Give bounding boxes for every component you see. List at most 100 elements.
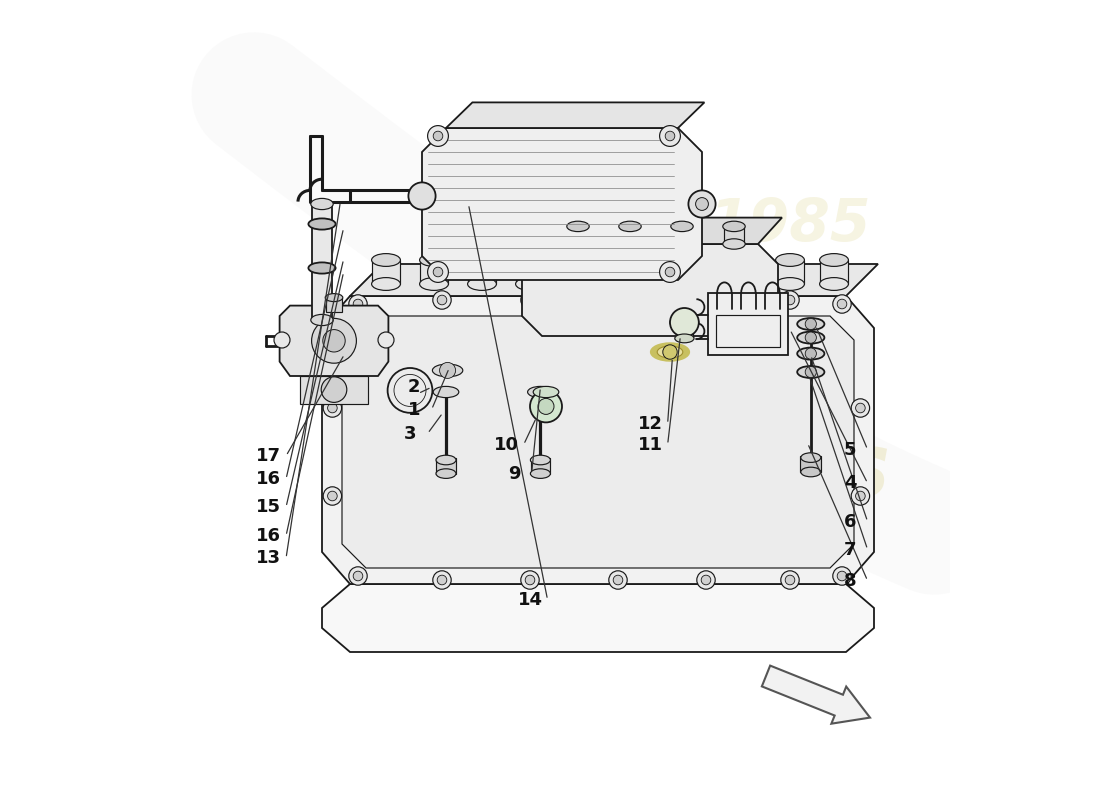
Circle shape bbox=[353, 299, 363, 309]
Ellipse shape bbox=[436, 455, 456, 465]
Circle shape bbox=[433, 131, 443, 141]
Ellipse shape bbox=[619, 221, 641, 232]
Ellipse shape bbox=[670, 316, 698, 329]
Circle shape bbox=[408, 182, 436, 210]
Circle shape bbox=[701, 575, 711, 585]
Circle shape bbox=[323, 399, 342, 418]
Text: 3: 3 bbox=[404, 425, 416, 442]
Ellipse shape bbox=[671, 238, 693, 250]
Text: 6: 6 bbox=[844, 513, 856, 530]
Bar bbox=[801, 456, 822, 472]
Text: 12: 12 bbox=[638, 415, 662, 433]
Circle shape bbox=[311, 318, 356, 363]
Circle shape bbox=[378, 332, 394, 348]
Bar bbox=[311, 204, 332, 320]
Bar bbox=[675, 318, 693, 338]
Ellipse shape bbox=[798, 331, 824, 344]
Ellipse shape bbox=[798, 318, 824, 330]
Ellipse shape bbox=[468, 278, 496, 290]
Circle shape bbox=[785, 295, 795, 305]
Ellipse shape bbox=[671, 221, 693, 232]
Bar bbox=[724, 226, 745, 244]
Ellipse shape bbox=[624, 254, 652, 266]
Ellipse shape bbox=[727, 278, 757, 290]
Circle shape bbox=[696, 571, 715, 589]
Bar bbox=[419, 260, 449, 284]
Circle shape bbox=[805, 332, 816, 343]
Circle shape bbox=[274, 332, 290, 348]
Ellipse shape bbox=[820, 278, 848, 290]
Polygon shape bbox=[279, 306, 388, 376]
Text: 15: 15 bbox=[256, 498, 280, 516]
Text: 1: 1 bbox=[408, 401, 420, 418]
Bar bbox=[568, 226, 588, 244]
Circle shape bbox=[781, 571, 800, 589]
Circle shape bbox=[663, 345, 678, 359]
Ellipse shape bbox=[723, 221, 745, 232]
Bar bbox=[568, 260, 596, 284]
Ellipse shape bbox=[801, 467, 821, 477]
Circle shape bbox=[837, 571, 847, 581]
Ellipse shape bbox=[436, 469, 456, 478]
Ellipse shape bbox=[311, 198, 333, 210]
Bar bbox=[619, 226, 640, 244]
Bar bbox=[672, 226, 692, 244]
Text: eu: eu bbox=[549, 314, 703, 422]
Bar bbox=[727, 260, 757, 284]
Circle shape bbox=[432, 571, 451, 589]
Ellipse shape bbox=[619, 238, 641, 250]
Circle shape bbox=[856, 403, 866, 413]
Circle shape bbox=[805, 348, 816, 359]
Text: 2: 2 bbox=[408, 378, 420, 396]
Bar bbox=[516, 260, 544, 284]
Circle shape bbox=[428, 262, 449, 282]
Ellipse shape bbox=[432, 364, 463, 377]
Bar bbox=[531, 458, 550, 474]
Circle shape bbox=[695, 198, 708, 210]
Ellipse shape bbox=[776, 254, 804, 266]
Ellipse shape bbox=[419, 254, 449, 266]
Circle shape bbox=[613, 575, 623, 585]
Ellipse shape bbox=[727, 254, 757, 266]
Circle shape bbox=[689, 190, 716, 218]
Circle shape bbox=[525, 575, 535, 585]
Circle shape bbox=[613, 295, 623, 305]
Text: 17: 17 bbox=[256, 447, 280, 465]
Bar bbox=[372, 260, 400, 284]
FancyArrow shape bbox=[762, 666, 870, 724]
Ellipse shape bbox=[372, 254, 400, 266]
Circle shape bbox=[323, 486, 342, 506]
Ellipse shape bbox=[624, 278, 652, 290]
Polygon shape bbox=[422, 128, 702, 280]
Ellipse shape bbox=[674, 334, 694, 342]
Circle shape bbox=[660, 262, 681, 282]
Bar bbox=[624, 260, 652, 284]
Ellipse shape bbox=[308, 262, 336, 274]
Circle shape bbox=[670, 308, 698, 337]
Ellipse shape bbox=[657, 346, 683, 358]
Ellipse shape bbox=[798, 347, 824, 359]
Circle shape bbox=[432, 291, 451, 309]
Ellipse shape bbox=[566, 221, 590, 232]
Ellipse shape bbox=[723, 238, 745, 250]
Ellipse shape bbox=[798, 366, 824, 378]
Circle shape bbox=[785, 575, 795, 585]
Ellipse shape bbox=[311, 314, 333, 326]
Circle shape bbox=[520, 571, 539, 589]
Polygon shape bbox=[446, 102, 704, 128]
Circle shape bbox=[851, 399, 870, 418]
Text: 8: 8 bbox=[844, 572, 856, 590]
Ellipse shape bbox=[468, 254, 496, 266]
Ellipse shape bbox=[433, 386, 459, 398]
Circle shape bbox=[833, 566, 851, 585]
Circle shape bbox=[851, 486, 870, 506]
Circle shape bbox=[437, 575, 447, 585]
Ellipse shape bbox=[534, 386, 559, 398]
Polygon shape bbox=[300, 376, 367, 404]
Circle shape bbox=[538, 398, 554, 414]
Bar bbox=[708, 293, 789, 355]
Circle shape bbox=[696, 291, 715, 309]
Ellipse shape bbox=[528, 386, 553, 398]
Circle shape bbox=[666, 131, 674, 141]
Text: a passion for cars since 1985: a passion for cars since 1985 bbox=[382, 614, 686, 634]
